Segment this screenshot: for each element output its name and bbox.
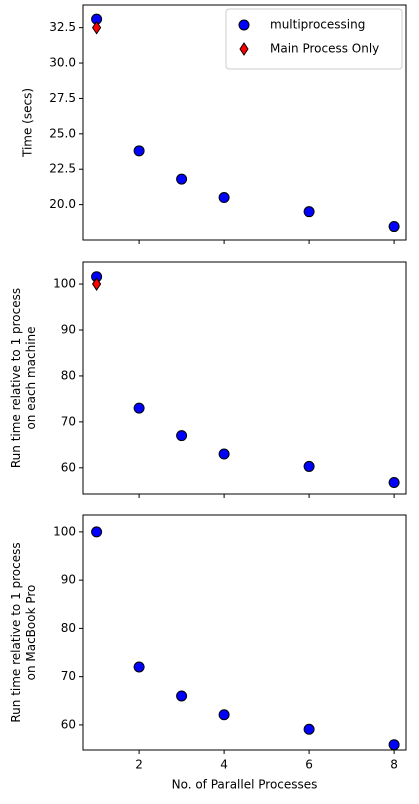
y-tick-label: 32.5 (49, 20, 76, 34)
marker-circle (91, 526, 103, 538)
y-axis-label: on MacBook Pro (24, 585, 38, 681)
y-tick-label: 27.5 (49, 91, 76, 105)
marker-diamond (91, 277, 102, 291)
marker-circle (218, 709, 230, 721)
marker-circle (388, 221, 400, 233)
y-axis-label: Time (secs) (21, 88, 35, 158)
legend-box (225, 8, 403, 70)
y-tick-label: 100 (53, 524, 76, 538)
y-tick-label: 70 (61, 414, 76, 428)
marker-circle (133, 661, 145, 673)
marker-circle (388, 477, 400, 489)
y-tick-label: 100 (53, 277, 76, 291)
marker-circle (218, 448, 230, 460)
y-tick-label: 60 (61, 460, 76, 474)
marker-circle (176, 173, 188, 185)
marker-circle (303, 206, 315, 218)
y-tick-label: 22.5 (49, 162, 76, 176)
y-axis-label: on each machine (24, 326, 38, 429)
axes-frame (82, 261, 407, 495)
y-tick-label: 30.0 (49, 56, 76, 70)
y-tick-label: 20.0 (49, 197, 76, 211)
marker-circle (303, 460, 315, 472)
x-tick-label: 4 (220, 758, 228, 772)
x-tick-label: 6 (305, 758, 313, 772)
marker-circle (133, 145, 145, 157)
y-axis-label: Run time relative to 1 process (9, 288, 23, 468)
y-tick-label: 60 (61, 717, 76, 731)
marker-circle (388, 739, 400, 751)
marker-circle (176, 430, 188, 442)
axes-frame (82, 514, 407, 751)
y-axis-label: Run time relative to 1 process (9, 542, 23, 722)
legend-label: Main Process Only (270, 42, 379, 56)
axes-frame (82, 4, 407, 241)
legend-label: multiprocessing (270, 18, 365, 32)
marker-circle (238, 19, 250, 31)
y-tick-label: 80 (61, 368, 76, 382)
x-tick-label: 8 (390, 758, 398, 772)
marker-circle (176, 690, 188, 702)
x-tick-label: 2 (135, 758, 143, 772)
marker-circle (218, 192, 230, 204)
y-tick-label: 70 (61, 669, 76, 683)
y-tick-label: 90 (61, 573, 76, 587)
marker-diamond (91, 20, 102, 35)
x-axis-label: No. of Parallel Processes (172, 778, 318, 792)
marker-circle (133, 402, 145, 414)
marker-circle (303, 723, 315, 735)
y-tick-label: 90 (61, 322, 76, 336)
y-tick-label: 25.0 (49, 126, 76, 140)
marker-diamond (239, 42, 249, 56)
y-tick-label: 80 (61, 621, 76, 635)
